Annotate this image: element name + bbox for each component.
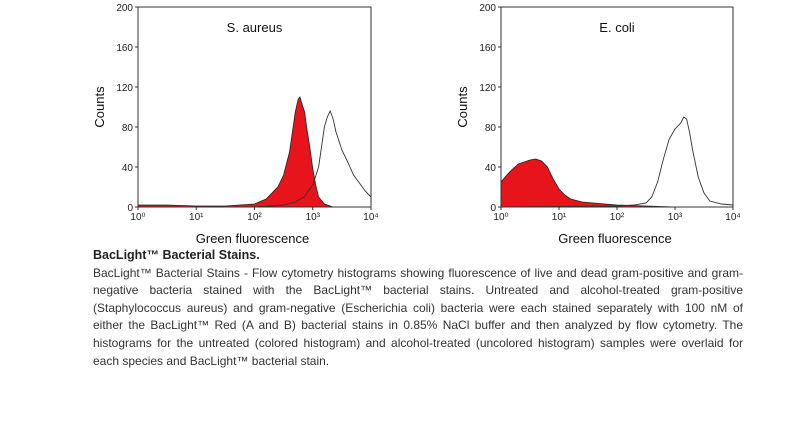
plot-frame	[137, 6, 372, 208]
x-tick-label: 10²	[610, 212, 625, 223]
x-axis-label: Green fluorescence	[196, 231, 309, 246]
x-tick-label: 10³	[306, 212, 321, 223]
y-axis-label: Counts	[92, 86, 107, 128]
y-tick-label: 80	[485, 123, 497, 134]
y-tick-label: 160	[479, 43, 496, 54]
y-tick-label: 120	[116, 83, 133, 94]
y-axis-label: Counts	[455, 86, 470, 128]
x-tick-label: 10⁴	[725, 212, 740, 223]
x-axis-label: Green fluorescence	[558, 231, 671, 246]
chart-title: S. aureus	[227, 20, 283, 35]
caption-title: BacLight™ Bacterial Stains.	[93, 248, 260, 262]
y-tick-label: 40	[485, 163, 497, 174]
series-alcohol-treated-line	[138, 109, 372, 208]
figure-histograms: 0 40 80 120 160 200 10⁰ 10¹ 10² 10³ 10⁴ S. aureus Gr…	[92, 3, 741, 246]
x-tick-label: 10⁰	[130, 212, 145, 223]
series-untreated-fill	[500, 158, 733, 208]
histogram-panel-1: 0 40 80 120 160 200 10⁰ 10¹ 10² 10³ 10⁴ E. coli Gree…	[455, 3, 741, 246]
y-tick-label: 40	[122, 163, 134, 174]
x-tick-label: 10⁰	[493, 212, 508, 223]
y-tick-label: 80	[122, 123, 134, 134]
figure-caption: BacLight™ Bacterial Stains. BacLight™ Ba…	[93, 247, 743, 370]
y-tick-label: 0	[127, 203, 133, 214]
x-tick-label: 10¹	[552, 212, 567, 223]
x-tick-label: 10²	[247, 212, 262, 223]
x-tick-label: 10³	[668, 212, 683, 223]
caption-body: BacLight™ Bacterial Stains - Flow cytome…	[93, 265, 743, 368]
x-tick-label: 10¹	[189, 212, 204, 223]
series-alcohol-treated-line	[500, 116, 734, 208]
y-tick-label: 200	[479, 3, 496, 14]
y-tick-label: 160	[116, 43, 133, 54]
y-tick-label: 0	[490, 203, 496, 214]
histogram-panel-0: 0 40 80 120 160 200 10⁰ 10¹ 10² 10³ 10⁴ S. aureus Gr…	[92, 3, 379, 246]
series-untreated-fill	[137, 96, 371, 208]
y-tick-label: 200	[116, 3, 133, 14]
chart-title: E. coli	[599, 20, 635, 35]
x-tick-label: 10⁴	[363, 212, 378, 223]
y-tick-label: 120	[479, 83, 496, 94]
